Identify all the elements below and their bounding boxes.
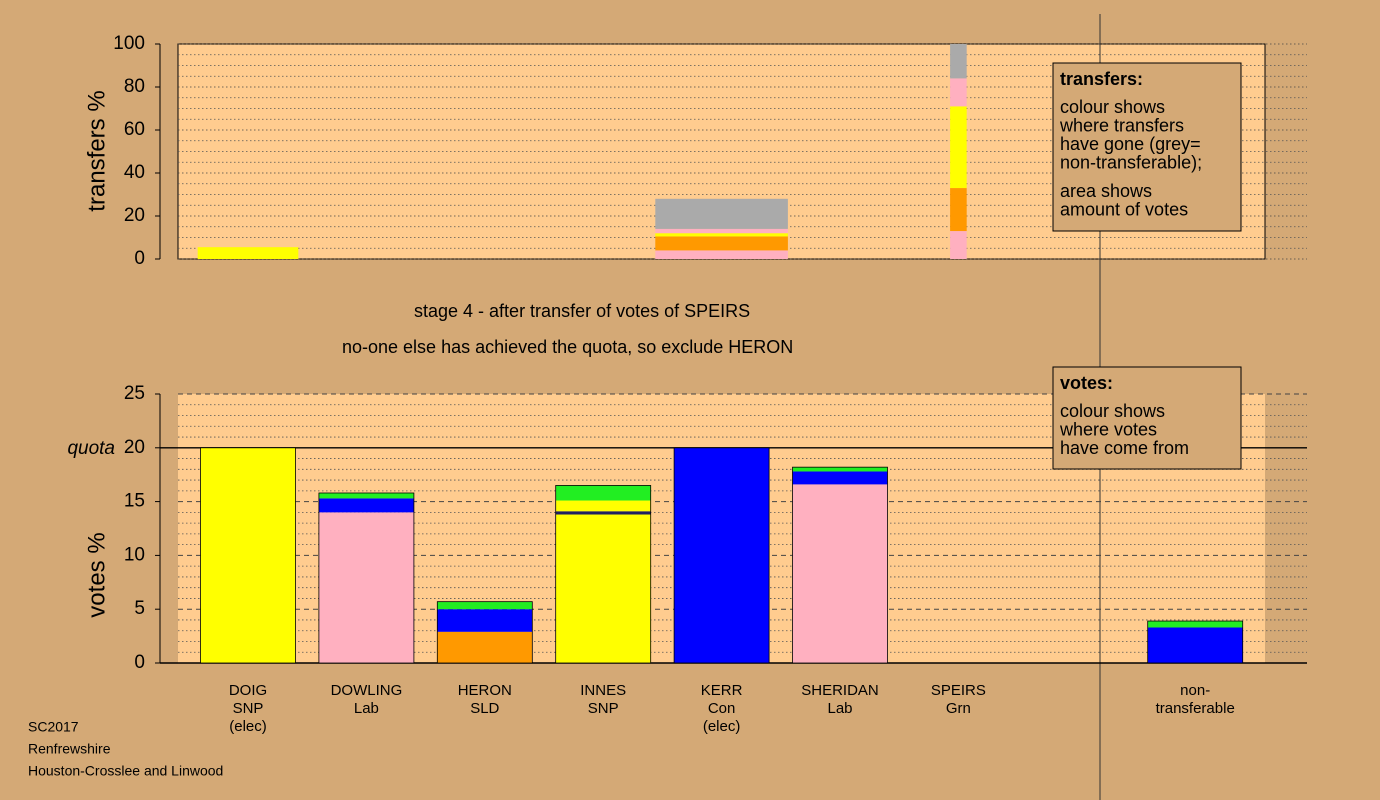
bar-segment xyxy=(655,236,788,251)
y-tick-label: 0 xyxy=(134,652,145,673)
bar-segment xyxy=(950,231,967,259)
legend-title: transfers: xyxy=(1060,69,1143,89)
legend-text: amount of votes xyxy=(1060,199,1188,219)
bar-segment xyxy=(555,485,651,501)
legend-box xyxy=(1052,62,1242,232)
bar-outline xyxy=(1147,620,1244,664)
x-tick-label: Lab xyxy=(827,700,852,717)
bar-segment xyxy=(655,250,788,259)
bar-segment xyxy=(950,188,967,232)
bar-segment xyxy=(555,511,651,515)
x-tick-label: KERR xyxy=(701,682,743,699)
y-tick-label: 10 xyxy=(124,544,145,565)
x-tick-label: transferable xyxy=(1156,700,1235,717)
legend-text: area shows xyxy=(1060,181,1152,201)
bar-segment xyxy=(318,512,414,663)
bar-outline xyxy=(792,466,888,664)
bar-segment xyxy=(950,106,967,189)
y-tick-label: 20 xyxy=(124,205,145,226)
x-tick-label: (elec) xyxy=(229,718,267,735)
bar-outline xyxy=(436,601,533,664)
footer-line: SC2017 xyxy=(28,719,79,735)
bar-segment xyxy=(555,514,651,663)
x-tick-label: SNP xyxy=(233,700,264,717)
bar-segment xyxy=(437,609,533,632)
x-tick-label: SHERIDAN xyxy=(801,682,879,699)
bar-segment xyxy=(674,447,770,663)
bar-outline xyxy=(555,485,652,664)
x-tick-label: Con xyxy=(708,700,736,717)
legend-text: have gone (grey= xyxy=(1060,134,1201,154)
footer-line: Renfrewshire xyxy=(28,741,111,757)
bar-segment xyxy=(318,498,414,513)
legend-text: non-transferable); xyxy=(1060,152,1202,172)
y-tick-label: 20 xyxy=(124,437,145,458)
x-tick-label: SNP xyxy=(588,700,619,717)
bar-segment xyxy=(1147,627,1243,663)
bar-segment xyxy=(1147,621,1243,628)
bar-outline xyxy=(673,447,770,664)
bar-segment xyxy=(792,467,888,472)
x-tick-label: DOWLING xyxy=(331,682,403,699)
bar-segment xyxy=(792,484,888,663)
legend-text: where transfers xyxy=(1059,115,1184,135)
bar-segment xyxy=(655,233,788,237)
bar-segment xyxy=(318,492,414,499)
legend-title: votes: xyxy=(1060,373,1113,393)
stage-subtitle: no-one else has achieved the quota, so e… xyxy=(342,337,793,357)
legend-text: colour shows xyxy=(1060,97,1165,117)
x-tick-label: (elec) xyxy=(703,718,741,735)
y-tick-label: 15 xyxy=(124,491,145,512)
y-tick-label: 60 xyxy=(124,119,145,140)
bar-segment xyxy=(555,500,651,512)
x-tick-label: non- xyxy=(1180,682,1210,699)
bar-segment xyxy=(437,631,533,663)
bar-segment xyxy=(197,247,299,259)
y-tick-label: 0 xyxy=(134,248,145,269)
y-tick-label: 25 xyxy=(124,383,145,404)
legend-text: where votes xyxy=(1059,419,1157,439)
legend-text: have come from xyxy=(1060,438,1189,458)
bar-outline xyxy=(200,447,296,664)
x-tick-label: SLD xyxy=(470,700,499,717)
x-tick-label: INNES xyxy=(580,682,626,699)
y-tick-label: 5 xyxy=(134,598,145,619)
x-tick-label: Lab xyxy=(354,700,379,717)
stage-title: stage 4 - after transfer of votes of SPE… xyxy=(414,301,750,321)
bar-segment xyxy=(437,601,533,610)
bar-segment xyxy=(655,228,788,234)
bar-segment xyxy=(200,447,296,663)
y-tick-label: 100 xyxy=(113,33,145,54)
bar-segment xyxy=(792,471,888,485)
footer-line: Houston-Crosslee and Linwood xyxy=(28,763,223,779)
x-tick-label: SPEIRS xyxy=(931,682,986,699)
bar-segment xyxy=(950,44,967,79)
bar-outline xyxy=(318,492,415,664)
x-tick-label: DOIG xyxy=(229,682,267,699)
quota-label: quota xyxy=(67,438,115,459)
legend-text: colour shows xyxy=(1060,401,1165,421)
y-tick-label: 80 xyxy=(124,76,145,97)
x-tick-label: HERON xyxy=(458,682,512,699)
y-axis-label: votes % xyxy=(83,532,110,617)
bar-segment xyxy=(655,198,788,229)
legend-box xyxy=(1052,366,1242,470)
x-tick-label: Grn xyxy=(946,700,971,717)
y-tick-label: 40 xyxy=(124,162,145,183)
y-axis-label: transfers % xyxy=(83,90,110,211)
bar-segment xyxy=(950,78,967,107)
